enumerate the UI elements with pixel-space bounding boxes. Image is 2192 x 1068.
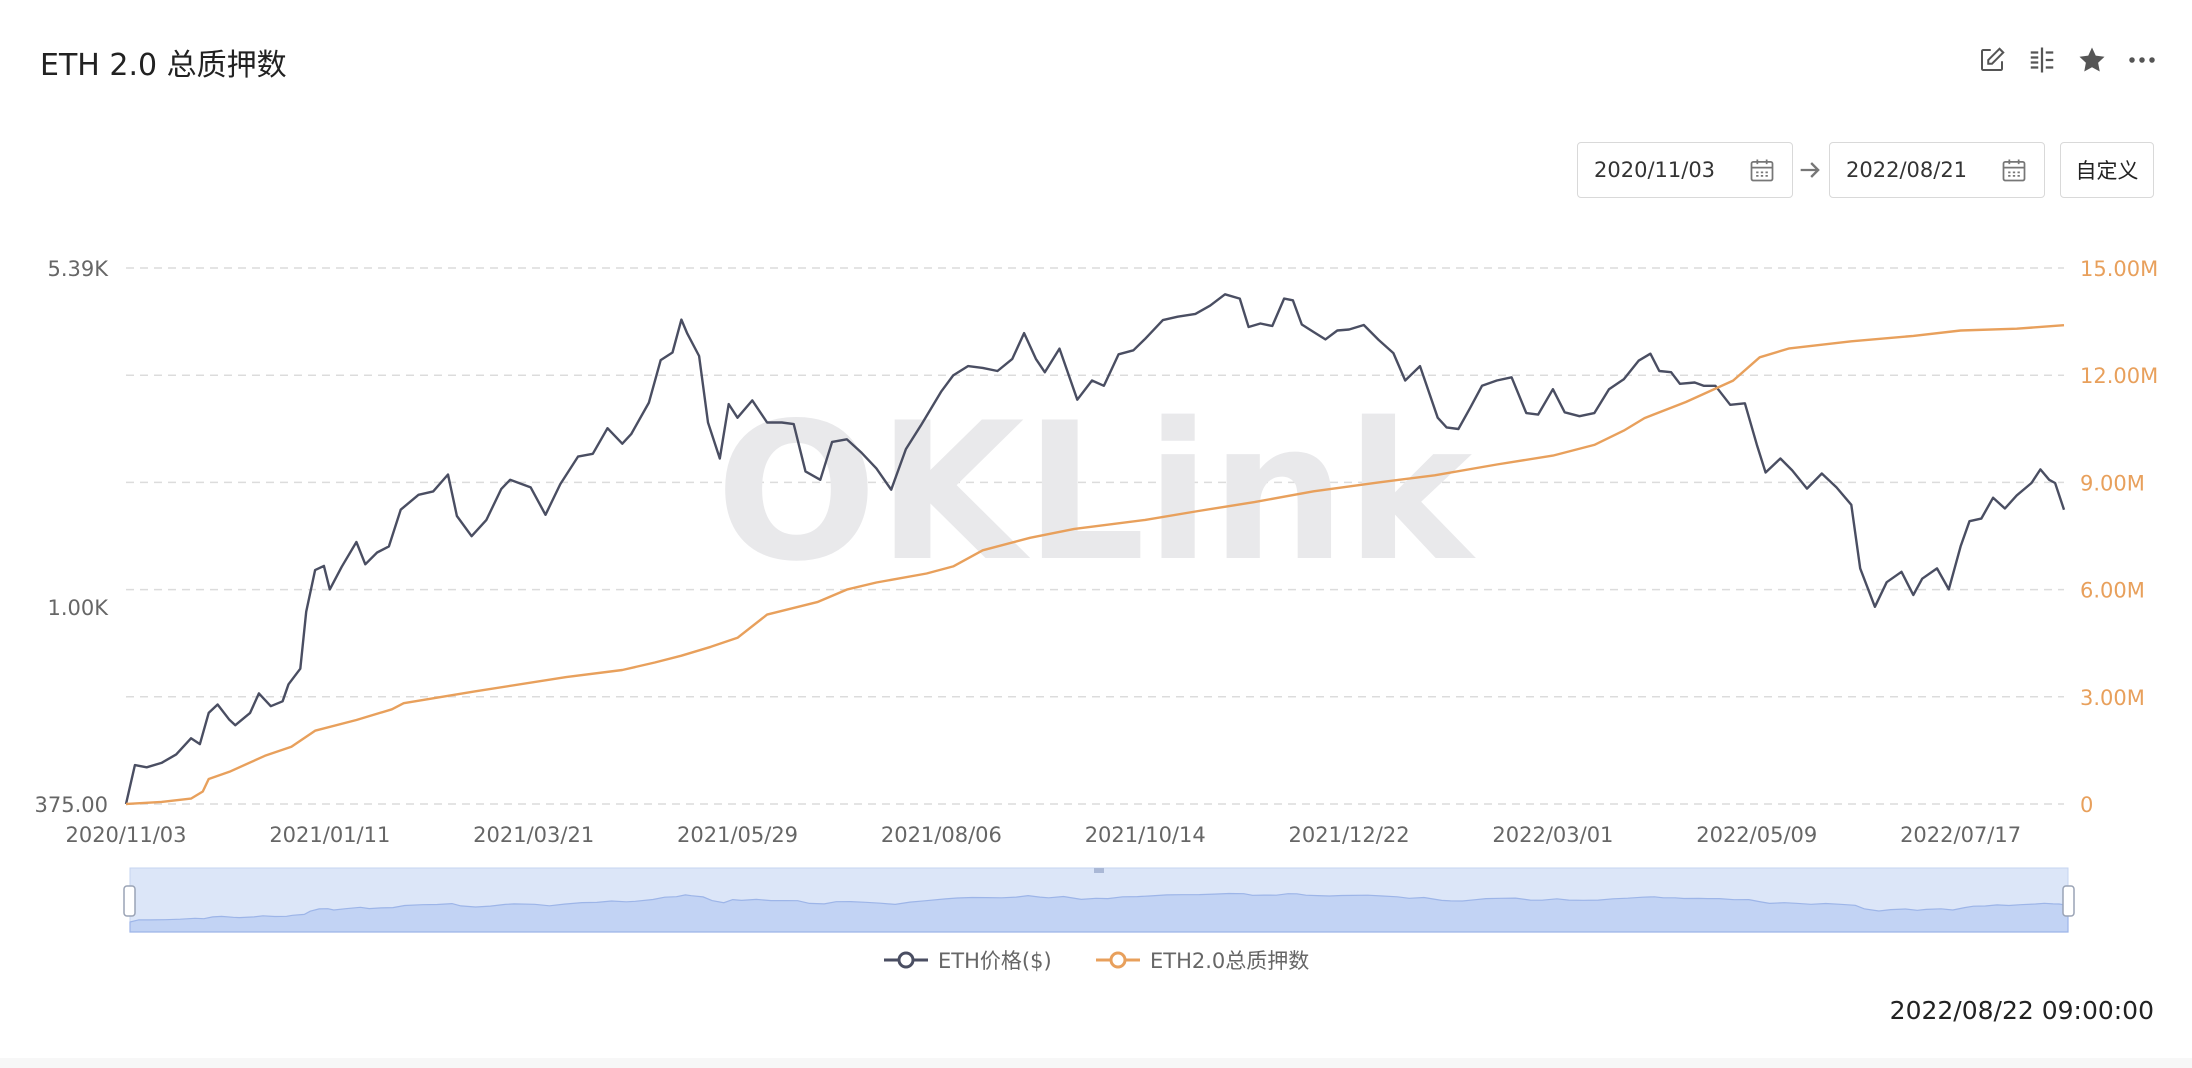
x-tick-label: 2021/03/21 bbox=[473, 823, 594, 847]
left-tick-label: 375.00 bbox=[35, 793, 108, 817]
range-navigator[interactable] bbox=[123, 867, 2075, 933]
right-tick-label: 12.00M bbox=[2080, 364, 2158, 388]
legend-eth-price[interactable]: ETH价格($) bbox=[884, 949, 1052, 973]
end-date-picker[interactable]: 2022/08/21 bbox=[1829, 142, 2045, 198]
x-tick-label: 2021/05/29 bbox=[677, 823, 798, 847]
right-tick-label: 9.00M bbox=[2080, 471, 2145, 495]
right-tick-label: 6.00M bbox=[2080, 579, 2145, 603]
chart-toolbar bbox=[1976, 44, 2158, 76]
legend: ETH价格($) ETH2.0总质押数 bbox=[884, 949, 1309, 973]
legend-label: ETH价格($) bbox=[938, 949, 1052, 973]
right-tick-label: 3.00M bbox=[2080, 686, 2145, 710]
left-tick-label: 1.00K bbox=[47, 596, 109, 620]
watermark: OKLink bbox=[716, 382, 1476, 603]
edit-icon[interactable] bbox=[1976, 44, 2008, 76]
start-date-picker[interactable]: 2020/11/03 bbox=[1577, 142, 1793, 198]
eth2-staked-line bbox=[125, 324, 2065, 806]
star-icon[interactable] bbox=[2076, 44, 2108, 76]
x-tick-label: 2022/05/09 bbox=[1696, 823, 1817, 847]
x-tick-label: 2022/03/01 bbox=[1492, 823, 1613, 847]
navigator-left-handle[interactable] bbox=[123, 885, 136, 917]
legend-marker bbox=[897, 951, 915, 969]
navigator-sparkline bbox=[129, 892, 2069, 933]
arrow-right-icon bbox=[1800, 162, 1820, 178]
calendar-icon bbox=[1750, 159, 1774, 182]
compare-icon[interactable] bbox=[2026, 44, 2058, 76]
right-axis-labels: 0 3.00M 6.00M 9.00M 12.00M 15.00M bbox=[2080, 257, 2158, 817]
x-tick-label: 2022/07/17 bbox=[1900, 823, 2021, 847]
custom-range-button[interactable]: 自定义 bbox=[2060, 142, 2154, 198]
series-lines bbox=[124, 293, 2066, 806]
right-tick-label: 15.00M bbox=[2080, 257, 2158, 281]
x-tick-label: 2021/10/14 bbox=[1085, 823, 1206, 847]
x-tick-label: 2021/08/06 bbox=[881, 823, 1002, 847]
end-date-value: 2022/08/21 bbox=[1846, 158, 1968, 182]
x-tick-label: 2020/11/03 bbox=[65, 823, 186, 847]
page-title: ETH 2.0 总质押数 bbox=[40, 48, 287, 83]
eth-price-line bbox=[124, 293, 2066, 805]
start-date-value: 2020/11/03 bbox=[1594, 158, 1716, 182]
update-timestamp: 2022/08/22 09:00:00 bbox=[1889, 996, 2154, 1025]
x-axis-labels: 2020/11/03 2021/01/11 2021/03/21 2021/05/29… bbox=[65, 823, 2021, 847]
x-tick-label: 2021/01/11 bbox=[269, 823, 390, 847]
x-tick-label: 2021/12/22 bbox=[1289, 823, 1410, 847]
right-tick-label: 0 bbox=[2080, 793, 2093, 817]
navigator-right-handle[interactable] bbox=[2062, 885, 2075, 917]
left-tick-label: 5.39K bbox=[47, 257, 109, 281]
calendar-icon bbox=[2002, 159, 2026, 182]
more-icon[interactable] bbox=[2126, 44, 2158, 76]
eth-staking-chart: OKLink 375.00 1.00K 5.39K 0 3.00M 6.00M 9.00M… bbox=[35, 257, 2159, 973]
left-axis-labels: 375.00 1.00K 5.39K bbox=[35, 257, 110, 817]
legend-label: ETH2.0总质押数 bbox=[1150, 949, 1309, 973]
navigator-drag-grip[interactable] bbox=[1094, 868, 1104, 873]
legend-marker bbox=[1109, 951, 1127, 969]
footer-divider bbox=[0, 1058, 2192, 1068]
legend-eth2-staked[interactable]: ETH2.0总质押数 bbox=[1096, 949, 1309, 973]
